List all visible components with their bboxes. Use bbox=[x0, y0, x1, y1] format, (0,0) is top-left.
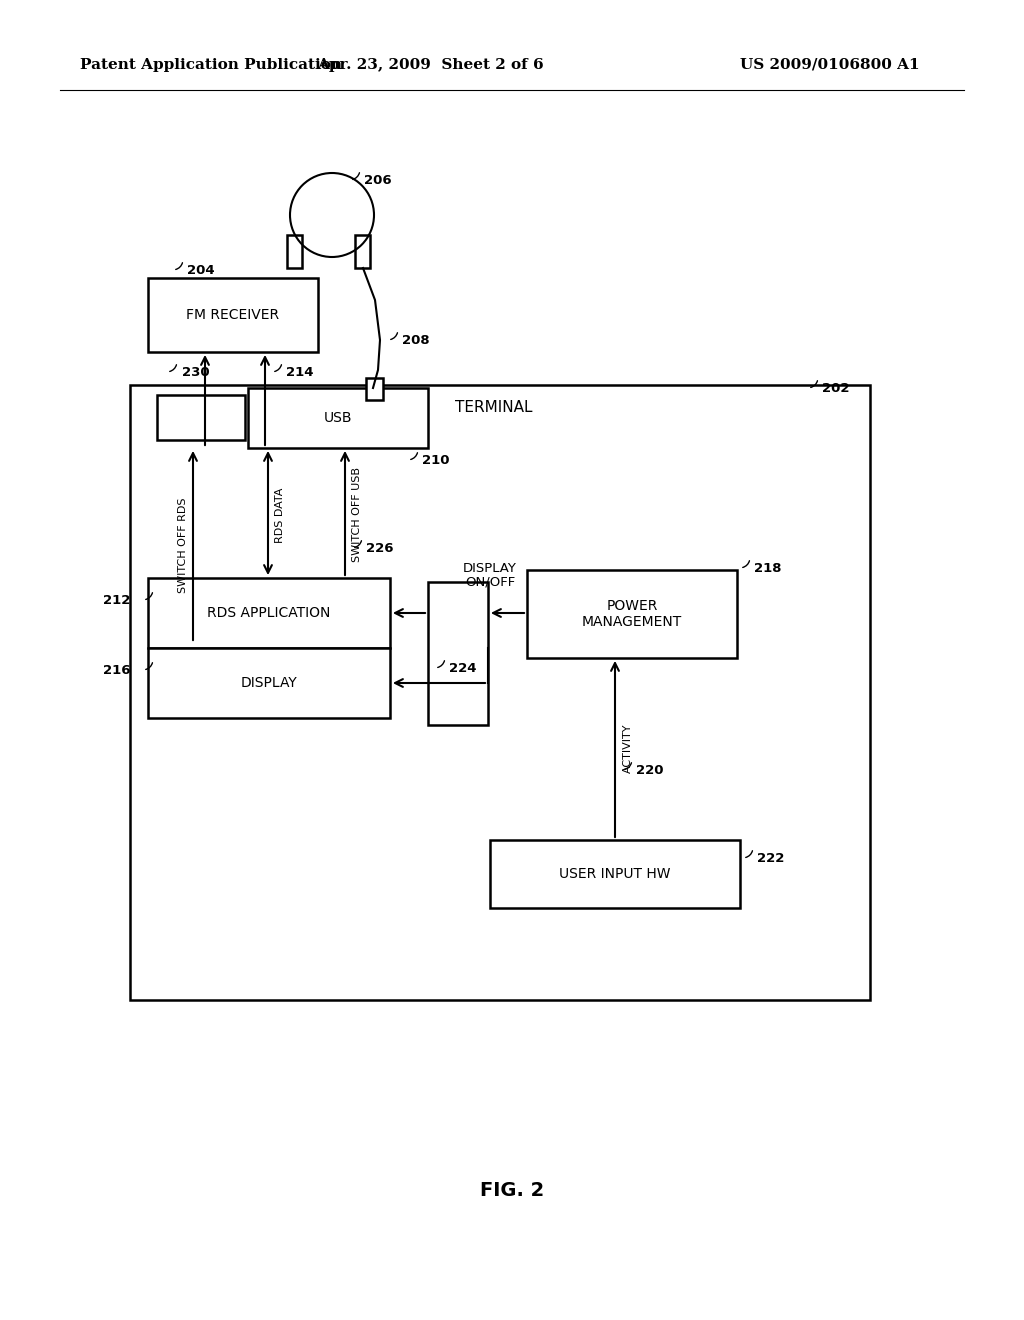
Bar bbox=[148, 648, 390, 718]
Bar bbox=[130, 385, 870, 1001]
Text: 226: 226 bbox=[366, 541, 393, 554]
Bar bbox=[287, 235, 302, 268]
Text: 218: 218 bbox=[754, 561, 781, 574]
Text: USB: USB bbox=[324, 411, 352, 425]
Text: ON/OFF: ON/OFF bbox=[465, 576, 515, 589]
Text: FM RECEIVER: FM RECEIVER bbox=[186, 308, 280, 322]
Text: SWITCH OFF USB: SWITCH OFF USB bbox=[352, 467, 362, 562]
Text: RDS APPLICATION: RDS APPLICATION bbox=[207, 606, 331, 620]
Text: FIG. 2: FIG. 2 bbox=[480, 1180, 544, 1200]
Text: SWITCH OFF RDS: SWITCH OFF RDS bbox=[178, 498, 188, 593]
Text: POWER
MANAGEMENT: POWER MANAGEMENT bbox=[582, 599, 682, 630]
Bar bbox=[366, 378, 383, 400]
Text: 210: 210 bbox=[422, 454, 450, 466]
Text: 212: 212 bbox=[102, 594, 130, 606]
Bar bbox=[248, 388, 428, 447]
Text: 224: 224 bbox=[449, 661, 476, 675]
Bar bbox=[490, 840, 740, 908]
Text: 216: 216 bbox=[102, 664, 130, 676]
Bar bbox=[148, 279, 318, 352]
Text: TERMINAL: TERMINAL bbox=[455, 400, 532, 414]
Text: DISPLAY: DISPLAY bbox=[463, 561, 517, 574]
Text: 208: 208 bbox=[402, 334, 430, 346]
Text: 204: 204 bbox=[187, 264, 215, 276]
Bar bbox=[527, 570, 737, 657]
Bar bbox=[148, 578, 390, 648]
Bar bbox=[157, 395, 245, 440]
Text: DISPLAY: DISPLAY bbox=[241, 676, 297, 690]
Text: Patent Application Publication: Patent Application Publication bbox=[80, 58, 342, 73]
Text: 230: 230 bbox=[182, 366, 210, 379]
Text: 220: 220 bbox=[636, 763, 664, 776]
Bar bbox=[355, 235, 370, 268]
Bar bbox=[428, 582, 488, 725]
Text: ACTIVITY: ACTIVITY bbox=[623, 723, 633, 772]
Text: 222: 222 bbox=[757, 851, 784, 865]
Text: Apr. 23, 2009  Sheet 2 of 6: Apr. 23, 2009 Sheet 2 of 6 bbox=[316, 58, 544, 73]
Text: USER INPUT HW: USER INPUT HW bbox=[559, 867, 671, 880]
Text: 214: 214 bbox=[286, 366, 313, 379]
Text: RDS DATA: RDS DATA bbox=[275, 487, 285, 543]
Text: US 2009/0106800 A1: US 2009/0106800 A1 bbox=[740, 58, 920, 73]
Text: 206: 206 bbox=[364, 173, 391, 186]
Text: 202: 202 bbox=[822, 381, 850, 395]
